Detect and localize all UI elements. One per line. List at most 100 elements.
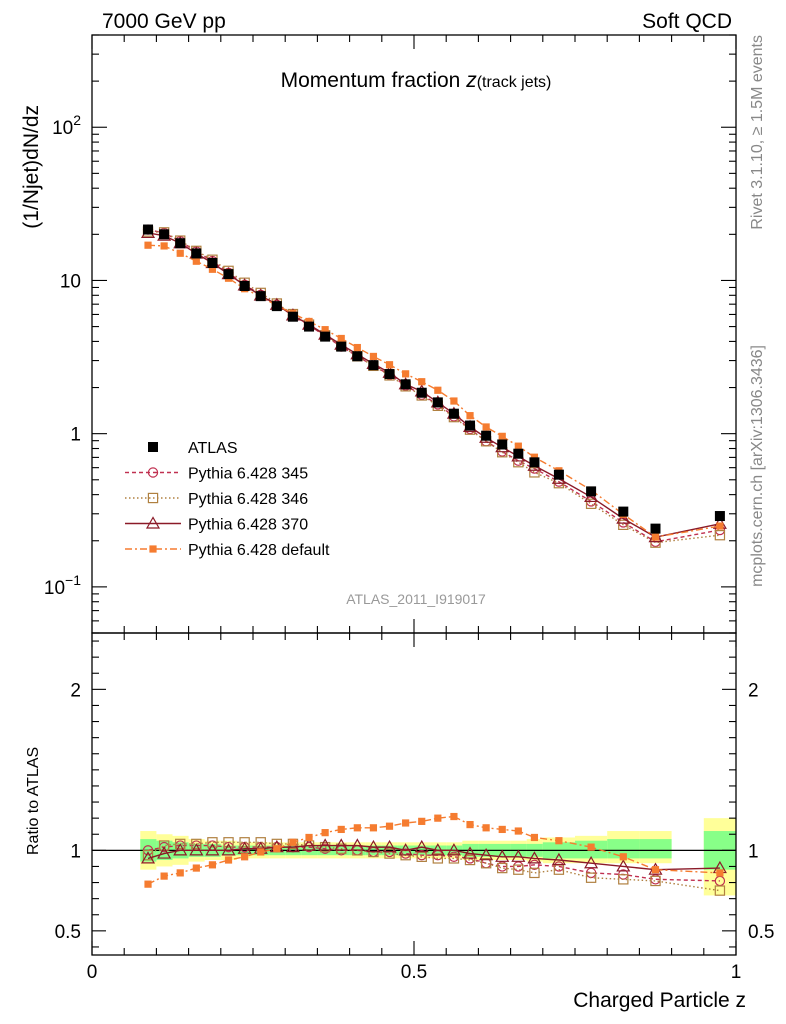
series-square <box>142 226 726 896</box>
main-series-point <box>434 386 442 394</box>
main-series-point <box>192 257 200 265</box>
ratio-series-point <box>551 852 566 866</box>
atlas-data <box>143 224 725 534</box>
ratio-series-point <box>207 837 218 848</box>
ratio-series-point <box>480 858 492 869</box>
atlas-data-point <box>481 430 492 441</box>
atlas-data-point <box>287 311 298 322</box>
main-series-line <box>147 228 721 543</box>
main-series-point <box>337 334 345 343</box>
main-series-point <box>466 412 474 420</box>
analysis-label: ATLAS_2011_I919017 <box>346 591 486 607</box>
ratio-series-point <box>555 837 563 845</box>
ratio-series-point <box>318 838 333 851</box>
ratio-series-point <box>530 833 539 842</box>
ratio-series-point <box>321 829 329 837</box>
atlas-data-point <box>143 224 154 235</box>
atlas-data-point <box>223 269 234 280</box>
ratio-series-point <box>176 869 184 877</box>
ratio-series-point <box>140 851 156 864</box>
ratio-series-point <box>432 853 444 864</box>
atlas-data-point <box>416 387 427 398</box>
legend-label: Pythia 6.428 345 <box>188 466 308 483</box>
ratio-series-point <box>157 846 172 859</box>
main-series-point <box>482 423 490 431</box>
ratio-series-point <box>239 837 250 848</box>
legend <box>125 442 181 553</box>
ratio-series-point <box>189 843 204 856</box>
ratio-series-point <box>498 825 506 834</box>
ratio-series-point <box>466 820 474 829</box>
ratio-y-tick-label-right: 0.5 <box>748 922 774 943</box>
ratio-y-tick-label-left: 2 <box>70 680 81 701</box>
ratio-series-point <box>173 843 188 856</box>
main-series-point <box>514 442 522 450</box>
ratio-series-point <box>144 880 152 888</box>
ratio-series-point <box>334 838 349 851</box>
atlas-data-point <box>529 457 540 468</box>
ratio-series-point <box>619 853 627 861</box>
legend-label: ATLAS <box>188 440 238 457</box>
ratio-series-point <box>527 851 542 864</box>
ratio-series-point <box>273 845 281 853</box>
atlas-data-point <box>465 420 476 431</box>
atlas-data-point <box>239 281 250 292</box>
atlas-data-point <box>586 486 597 497</box>
ratio-y-tick-label-right: 2 <box>748 680 759 701</box>
atlas-data-point <box>497 439 508 450</box>
atlas-data-point <box>368 360 379 371</box>
x-tick-label: 0.5 <box>401 962 427 983</box>
atlas-data-point <box>553 469 564 480</box>
ratio-series-point <box>175 838 186 850</box>
ratio-y-axis-label: Ratio to ATLAS <box>25 747 42 855</box>
source-label: mcplots.cern.ch [arXiv:1306.3436] <box>749 345 766 587</box>
atlas-data-point <box>175 238 186 249</box>
main-series-point <box>353 343 361 352</box>
plot-title-text: Momentum fraction <box>281 69 461 92</box>
main-series-point <box>529 467 540 478</box>
ratio-series-point <box>430 843 445 856</box>
atlas-data-point <box>384 369 395 380</box>
legend-label: Pythia 6.428 default <box>188 542 330 559</box>
data-series <box>140 224 727 896</box>
atlas-data-point <box>320 331 331 342</box>
ratio-series-point <box>651 866 660 874</box>
main-series-point <box>385 361 394 369</box>
ratio-series-point <box>514 827 522 835</box>
series-filled-square <box>144 241 724 888</box>
ratio-series-point <box>479 847 494 861</box>
ratio-series-point <box>305 833 313 842</box>
plot-title-symbol: z <box>465 69 477 92</box>
atlas-data-point <box>650 523 661 534</box>
ratio-y-tick-label-left: 0.5 <box>55 922 81 943</box>
ratio-series-point <box>384 848 395 859</box>
legend-marker <box>147 467 159 478</box>
ratio-series-point <box>714 885 726 896</box>
x-tick-label: 0 <box>87 962 98 983</box>
legend-label: Pythia 6.428 370 <box>188 517 308 534</box>
atlas-data-point <box>352 351 363 362</box>
ratio-series-point <box>353 824 361 832</box>
main-series-point <box>530 453 539 461</box>
atlas-data-point <box>207 257 218 268</box>
ratio-series-point <box>191 838 202 850</box>
main-y-tick-label: 10 <box>60 271 81 292</box>
process-label: Soft QCD <box>642 10 732 33</box>
ratio-series-point <box>497 862 508 874</box>
main-series-point <box>369 352 378 361</box>
ratio-series-point <box>618 874 629 885</box>
main-series-point <box>305 317 313 326</box>
ratio-series-point <box>398 843 413 856</box>
x-tick-label: 1 <box>731 962 742 983</box>
ratio-series-point <box>350 838 365 851</box>
ratio-series-point <box>587 843 595 851</box>
ratio-series-point <box>385 822 394 830</box>
ratio-series-point <box>414 839 429 853</box>
ratio-series-point <box>205 843 220 856</box>
ratio-series-point <box>160 872 168 880</box>
main-series-point <box>160 242 168 250</box>
atlas-data-point <box>400 379 411 390</box>
main-series-point <box>402 370 410 378</box>
ratio-series-point <box>434 814 442 822</box>
